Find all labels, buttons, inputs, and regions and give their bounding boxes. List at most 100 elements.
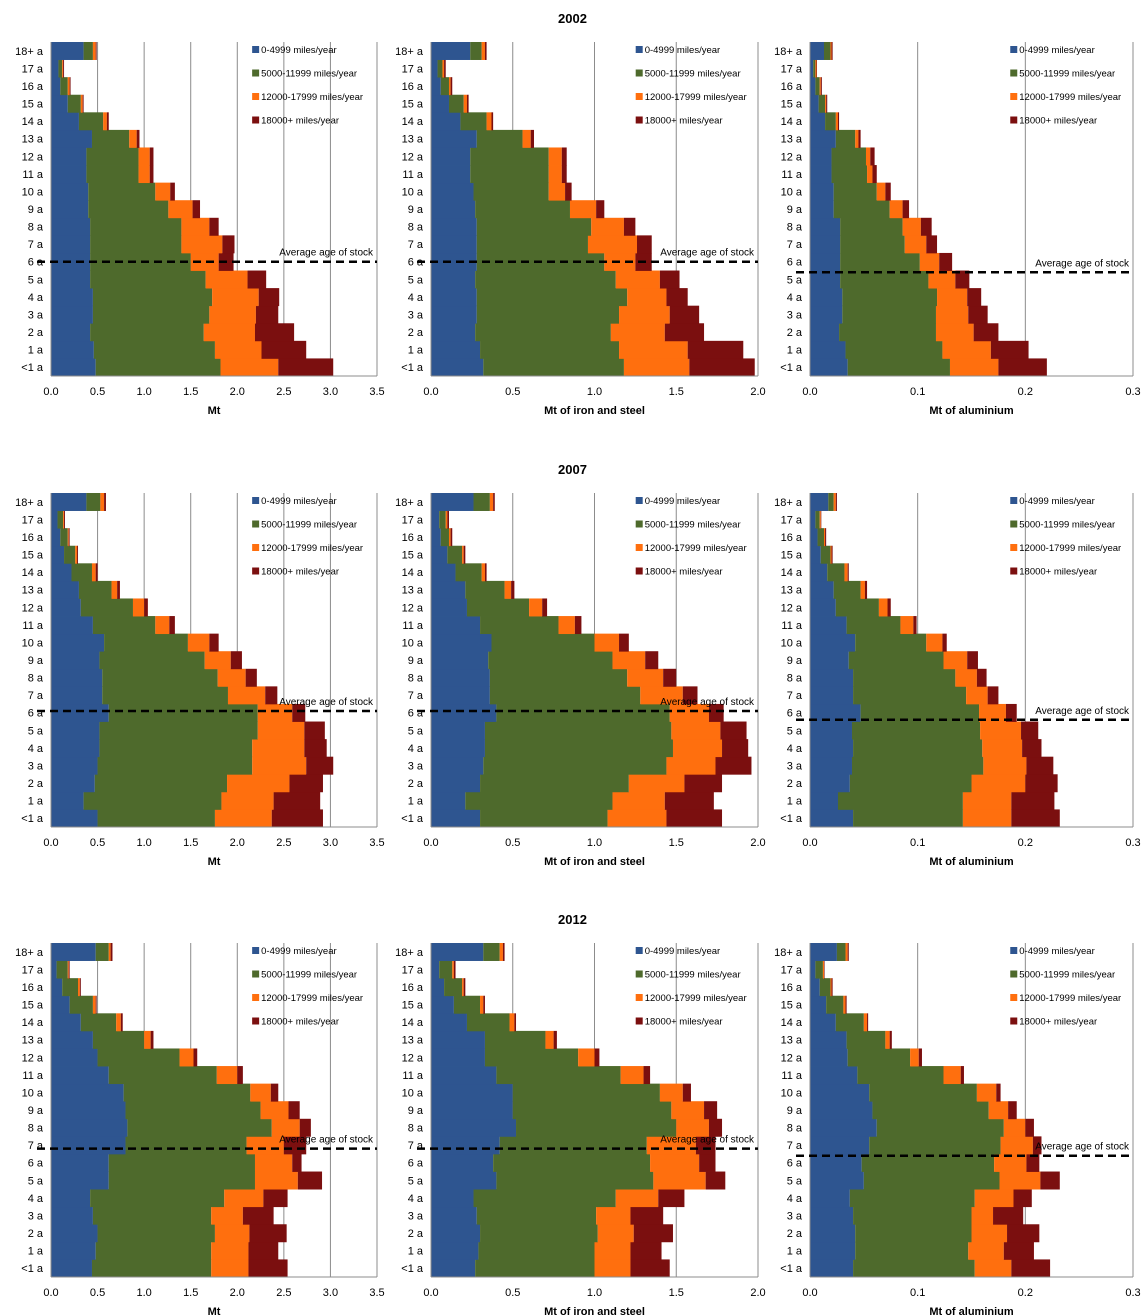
chart-2007-aluminium-ytick-label: 3 a bbox=[787, 760, 803, 772]
chart-2002-mt-ytick-label: 17 a bbox=[22, 63, 44, 75]
chart-2007-mt-bar-0-7 bbox=[51, 686, 103, 705]
chart-2007-steel-ytick-label: 11 a bbox=[402, 620, 423, 632]
chart-2007-steel-bar-1-4 bbox=[484, 739, 673, 758]
chart-2012-aluminium-bar-1-13 bbox=[846, 1030, 886, 1049]
chart-2012-steel-ytick-label: 17 a bbox=[402, 964, 424, 976]
chart-2012-mt-bar-0-12 bbox=[51, 1048, 98, 1067]
chart-2007-aluminium-bar-2-13 bbox=[860, 580, 865, 599]
chart-2007-mt-bar-0-4 bbox=[51, 739, 100, 758]
chart-2007-mt-legend-label-2: 12000‐17999 miles/year bbox=[261, 543, 363, 554]
chart-2012-steel-xtick-label: 0.0 bbox=[423, 1287, 438, 1299]
chart-2007-mt-bar-3-8 bbox=[245, 668, 257, 687]
chart-2007-mt-ytick-label: 10 a bbox=[22, 637, 44, 649]
chart-2012-mt-bar-1-17 bbox=[56, 960, 68, 979]
chart-2007-mt-bar-3-0 bbox=[271, 809, 323, 828]
chart-2012-steel-ytick-label: <1 a bbox=[401, 1263, 424, 1275]
chart-2002-mt-bar-0-13 bbox=[51, 129, 92, 148]
chart-2007-mt-bar-0-16 bbox=[51, 528, 61, 547]
chart-2002-steel-bar-3-18 bbox=[484, 42, 487, 60]
chart-2002-aluminium-bar-0-12 bbox=[810, 147, 832, 166]
chart-2002-mt-ytick-label: 8 a bbox=[28, 222, 44, 234]
chart-2007-aluminium-bar-2-10 bbox=[926, 633, 943, 652]
chart-2002-aluminium-bar-0-8 bbox=[810, 217, 841, 236]
chart-2012-aluminium-bar-2-8 bbox=[1003, 1118, 1026, 1137]
chart-2007-steel-bar-2-16 bbox=[448, 528, 451, 547]
chart-2002-aluminium-bar-2-3 bbox=[935, 305, 969, 324]
chart-2002-steel-bar-1-17 bbox=[437, 59, 443, 78]
chart-2007-aluminium-bar-3-5 bbox=[1021, 721, 1039, 740]
chart-2007-steel-bar-1-0 bbox=[480, 809, 608, 828]
chart-2002-mt-bar-3-15 bbox=[82, 94, 84, 113]
chart-2002-steel-bar-0-2 bbox=[431, 323, 476, 342]
chart-2012-mt-bar-2-6 bbox=[254, 1153, 293, 1172]
chart-2007-steel-bar-2-5 bbox=[671, 721, 721, 740]
chart-2012-steel-bar-2-13 bbox=[545, 1030, 554, 1049]
chart-2007-steel-xtick-label: 0.0 bbox=[423, 837, 438, 849]
chart-2002-mt-bar-2-1 bbox=[214, 340, 262, 359]
chart-2002-steel-bar-2-1 bbox=[619, 340, 688, 359]
chart-2007-steel-ytick-label: <1 a bbox=[401, 813, 424, 825]
chart-2007-mt-bar-2-2 bbox=[227, 774, 290, 793]
chart-2012-steel-legend-label-1: 5000‐11999 miles/year bbox=[645, 970, 741, 981]
chart-2012-steel-xtick-label: 2.0 bbox=[750, 1287, 765, 1299]
chart-2002-mt-ytick-label: 18+ a bbox=[15, 46, 44, 58]
chart-2007-mt-bar-0-13 bbox=[51, 580, 79, 599]
chart-2012-steel-bar-1-4 bbox=[473, 1189, 616, 1208]
chart-2012-aluminium-bar-1-11 bbox=[857, 1066, 944, 1085]
chart-2012-steel-bar-2-18 bbox=[499, 943, 503, 961]
chart-2012-mt-ytick-label: 13 a bbox=[22, 1035, 44, 1047]
chart-2012-mt-bar-0-8 bbox=[51, 1118, 128, 1137]
chart-2007-aluminium-bar-1-9 bbox=[848, 651, 944, 670]
chart-2012-steel-bar-0-14 bbox=[431, 1013, 467, 1032]
chart-2012-steel-bar-2-17 bbox=[452, 960, 454, 979]
chart-2007-mt-xtick-label: 1.0 bbox=[136, 837, 151, 849]
chart-2012-mt-bar-2-18 bbox=[108, 943, 111, 961]
chart-2007-aluminium-bar-1-17 bbox=[815, 510, 820, 529]
chart-2002-steel-bar-3-2 bbox=[664, 323, 705, 342]
chart-2007-aluminium-legend-label-0: 0‐4999 miles/year bbox=[1019, 496, 1095, 507]
chart-2012-mt-bar-3-11 bbox=[237, 1066, 243, 1085]
chart-2012-mt-legend-label-2: 12000‐17999 miles/year bbox=[261, 993, 363, 1004]
chart-2002-mt-bar-3-13 bbox=[136, 129, 140, 148]
chart-2007-aluminium-ytick-label: <1 a bbox=[780, 813, 803, 825]
chart-2012-mt-ytick-label: 10 a bbox=[22, 1087, 44, 1099]
chart-2007-steel-bar-0-5 bbox=[431, 721, 485, 740]
chart-2012-aluminium-ytick-label: 3 a bbox=[787, 1210, 803, 1222]
chart-2012-mt-xlabel: Mt bbox=[208, 1306, 221, 1316]
chart-2012-mt-bar-0-10 bbox=[51, 1083, 124, 1102]
chart-2012-steel-bar-3-1 bbox=[630, 1241, 662, 1260]
chart-2007-steel-ytick-label: 8 a bbox=[408, 673, 424, 685]
chart-2012-mt-ytick-label: 5 a bbox=[28, 1175, 44, 1187]
chart-2002-aluminium-bar-1-2 bbox=[839, 323, 936, 342]
chart-2012-mt-bar-0-17 bbox=[51, 960, 57, 979]
chart-2002-steel-bar-3-14 bbox=[491, 112, 494, 131]
chart-2007-aluminium-ytick-label: 8 a bbox=[787, 673, 803, 685]
chart-2002-steel-bar-0-9 bbox=[431, 200, 476, 219]
chart-2002-aluminium-bar-0-17 bbox=[810, 59, 814, 78]
chart-2002-aluminium-bar-2-11 bbox=[867, 165, 873, 184]
chart-2012-steel-bar-0-1 bbox=[431, 1241, 479, 1260]
chart-2012-mt-legend-swatch-2 bbox=[252, 994, 260, 1001]
chart-2002-aluminium-xtick-label: 0.0 bbox=[802, 386, 817, 398]
chart-2002-aluminium-ytick-label: 7 a bbox=[787, 239, 803, 251]
chart-2007-aluminium-ytick-label: 13 a bbox=[781, 585, 803, 597]
chart-2007-aluminium-bar-0-12 bbox=[810, 598, 836, 617]
chart-2012-aluminium-bar-0-11 bbox=[810, 1066, 858, 1085]
chart-2002-mt-bar-1-0 bbox=[95, 358, 221, 377]
chart-2012-steel-ytick-label: 6 a bbox=[408, 1158, 424, 1170]
chart-2002-aluminium-bar-3-17 bbox=[816, 59, 817, 78]
chart-2007-mt-bar-2-7 bbox=[227, 686, 266, 705]
chart-2012-mt-ytick-label: 9 a bbox=[28, 1105, 44, 1117]
chart-2012-mt-bar-0-5 bbox=[51, 1171, 109, 1190]
chart-2007-steel-legend-swatch-1 bbox=[635, 520, 643, 528]
chart-2002-aluminium-bar-3-16 bbox=[820, 77, 822, 96]
chart-2007-steel-ytick-label: 18+ a bbox=[395, 497, 424, 509]
chart-2012-aluminium-bar-3-8 bbox=[1025, 1118, 1034, 1137]
chart-2002-aluminium-bar-1-4 bbox=[842, 288, 938, 307]
chart-2012-steel-bar-3-18 bbox=[502, 943, 505, 961]
chart-2012-aluminium-bar-0-3 bbox=[810, 1206, 854, 1225]
chart-2002-mt-bar-1-6 bbox=[90, 252, 191, 271]
chart-2002-aluminium-bar-1-6 bbox=[840, 252, 920, 271]
chart-2007-steel-bar-2-10 bbox=[594, 633, 620, 652]
chart-2007-steel-bar-0-4 bbox=[431, 739, 485, 758]
